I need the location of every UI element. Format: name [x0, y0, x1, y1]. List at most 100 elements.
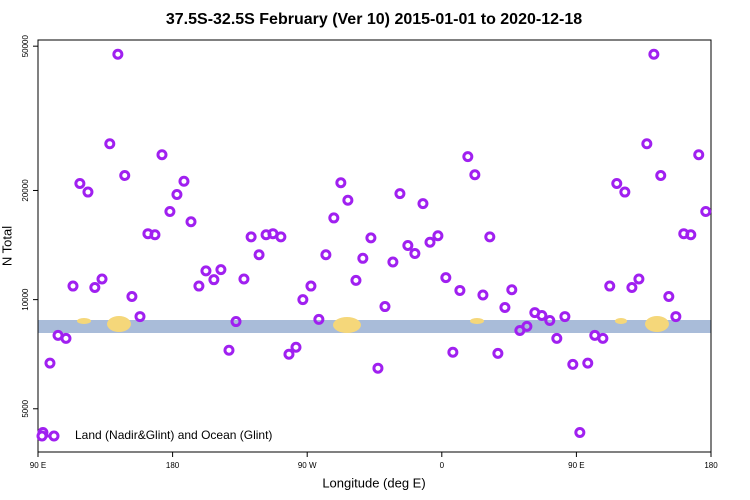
data-point	[440, 272, 452, 284]
data-point	[655, 169, 667, 181]
data-point	[685, 229, 697, 241]
data-point	[297, 294, 309, 306]
data-point	[394, 188, 406, 200]
x-tick-label: 180	[704, 461, 718, 470]
x-tick-label: 180	[166, 461, 180, 470]
land-patch	[107, 316, 131, 332]
data-point	[67, 280, 79, 292]
data-point	[245, 231, 257, 243]
x-tick-label: 90 E	[30, 461, 46, 470]
data-point	[104, 138, 116, 150]
data-point	[320, 249, 332, 261]
data-point	[200, 265, 212, 277]
legend-marker	[48, 430, 60, 442]
data-point	[275, 231, 287, 243]
data-point	[96, 273, 108, 285]
data-point	[477, 289, 489, 301]
land-patch	[333, 317, 361, 333]
data-point	[626, 282, 638, 294]
data-point	[328, 212, 340, 224]
data-point	[223, 344, 235, 356]
chart-title: 37.5S-32.5S February (Ver 10) 2015-01-01…	[166, 11, 582, 28]
data-point	[409, 248, 421, 260]
data-point	[670, 311, 682, 323]
data-point	[417, 198, 429, 210]
data-point	[208, 274, 220, 286]
data-point	[215, 264, 227, 276]
map-strip	[38, 316, 711, 333]
data-point	[89, 282, 101, 294]
data-point	[402, 240, 414, 252]
land-patch	[77, 318, 91, 324]
data-point	[506, 284, 518, 296]
data-point	[171, 188, 183, 200]
data-point	[372, 362, 384, 374]
data-point	[365, 232, 377, 244]
data-point	[700, 206, 712, 218]
data-point	[492, 347, 504, 359]
land-patch	[470, 318, 484, 324]
data-point	[74, 178, 86, 190]
data-point	[551, 332, 563, 344]
data-point	[582, 357, 594, 369]
x-tick-label: 0	[440, 461, 445, 470]
data-point	[134, 311, 146, 323]
x-axis-label: Longitude (deg E)	[322, 475, 425, 490]
data-point	[521, 320, 533, 332]
land-patch	[615, 318, 627, 324]
data-point	[604, 280, 616, 292]
x-tick-label: 90 W	[298, 461, 317, 470]
legend-label: Land (Nadir&Glint) and Ocean (Glint)	[75, 428, 272, 442]
data-point	[544, 314, 556, 326]
y-tick-label: 10000	[21, 288, 30, 311]
data-point	[484, 231, 496, 243]
data-point	[499, 302, 511, 314]
data-point	[149, 229, 161, 241]
data-point	[469, 169, 481, 181]
data-point	[633, 273, 645, 285]
data-point	[693, 149, 705, 161]
data-point	[447, 346, 459, 358]
data-point	[305, 280, 317, 292]
data-point	[357, 252, 369, 264]
data-point	[193, 280, 205, 292]
data-point	[44, 357, 56, 369]
data-point	[462, 151, 474, 163]
data-point	[164, 206, 176, 218]
data-point	[559, 311, 571, 323]
y-tick-label: 20000	[21, 179, 30, 202]
data-point	[567, 358, 579, 370]
data-point	[350, 274, 362, 286]
y-tick-label: 50000	[21, 35, 30, 58]
data-point	[156, 149, 168, 161]
data-point	[238, 273, 250, 285]
data-point	[283, 348, 295, 360]
data-point	[379, 301, 391, 313]
data-point	[185, 216, 197, 228]
y-axis-label: N Total	[0, 226, 14, 266]
data-point	[663, 291, 675, 303]
data-point	[424, 236, 436, 248]
land-patch	[645, 316, 669, 332]
data-point	[574, 427, 586, 439]
data-point	[648, 48, 660, 60]
y-tick-label: 5000	[21, 399, 30, 417]
data-point	[290, 341, 302, 353]
plot-frame	[37, 39, 712, 453]
data-point	[536, 310, 548, 322]
data-point	[342, 194, 354, 206]
data-point	[611, 178, 623, 190]
data-point	[230, 316, 242, 328]
data-point	[119, 169, 131, 181]
legend-marker	[36, 430, 48, 442]
data-point	[432, 230, 444, 242]
data-point	[335, 177, 347, 189]
data-point	[112, 48, 124, 60]
data-point	[313, 313, 325, 325]
data-point	[619, 186, 631, 198]
data-point	[253, 249, 265, 261]
data-point	[387, 256, 399, 268]
x-tick-label: 90 E	[568, 461, 584, 470]
data-point	[82, 186, 94, 198]
